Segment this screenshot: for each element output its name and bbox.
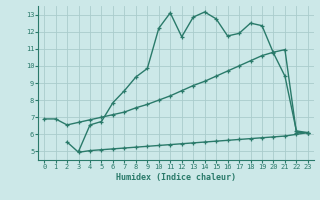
X-axis label: Humidex (Indice chaleur): Humidex (Indice chaleur)	[116, 173, 236, 182]
